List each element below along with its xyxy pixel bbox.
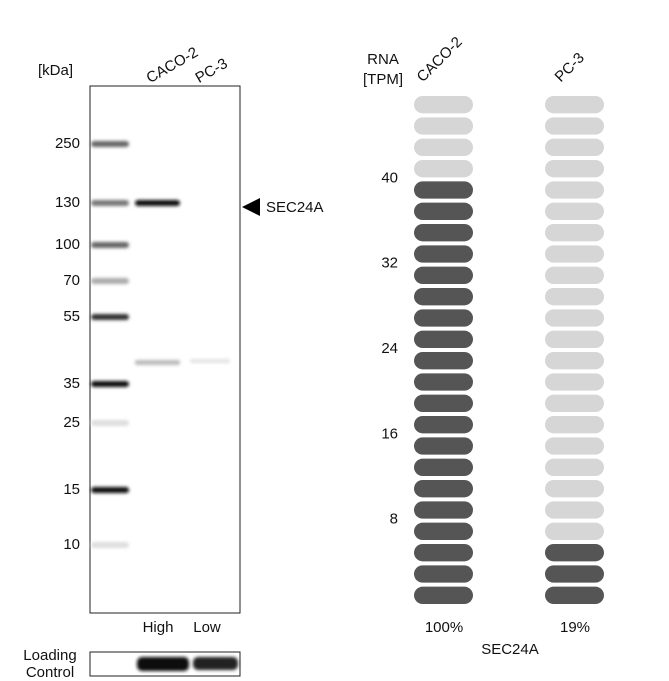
marker-label: 55 [63, 308, 80, 325]
axis-label: RNA [367, 51, 399, 68]
empty-pill [545, 138, 604, 156]
y-tick-label: 24 [381, 340, 398, 357]
empty-pill [545, 202, 604, 220]
percent-label: 100% [425, 619, 463, 636]
gene-label: SEC24A [481, 641, 539, 658]
loading-label: Control [26, 664, 74, 681]
tpm-pill [414, 394, 473, 412]
tpm-pill [414, 586, 473, 604]
empty-pill [545, 501, 604, 519]
tpm-pill [414, 437, 473, 455]
empty-pill [545, 437, 604, 455]
lane-label: CACO-2 [143, 44, 201, 87]
empty-pill [545, 181, 604, 199]
tpm-pill [414, 266, 473, 284]
ladder-band [91, 542, 129, 548]
empty-pill [545, 330, 604, 348]
tpm-pill [414, 352, 473, 370]
empty-pill [545, 352, 604, 370]
tpm-pill [414, 309, 473, 327]
marker-label: 130 [55, 194, 80, 211]
tpm-pill [545, 586, 604, 604]
ladder-band [91, 200, 129, 206]
tpm-pill [414, 544, 473, 562]
ladder-band [91, 242, 129, 248]
tpm-pill [414, 416, 473, 434]
empty-pill [414, 96, 473, 114]
rna-panel: RNA [TPM] CACO-2 PC-3 100% 19% SEC24A 8 1… [363, 34, 604, 658]
ladder-band [91, 141, 129, 147]
empty-pill [545, 416, 604, 434]
y-tick-label: 16 [381, 425, 398, 442]
band [190, 359, 230, 363]
ladder-band [91, 420, 129, 426]
target-label: SEC24A [266, 199, 324, 216]
empty-pill [545, 309, 604, 327]
unit-label: [kDa] [38, 62, 73, 79]
target-band [135, 200, 180, 206]
empty-pill [545, 224, 604, 242]
tpm-pill [414, 501, 473, 519]
tpm-pill [414, 330, 473, 348]
tpm-pill [545, 565, 604, 583]
empty-pill [545, 96, 604, 114]
empty-pill [414, 160, 473, 178]
empty-pill [545, 117, 604, 135]
empty-pill [545, 394, 604, 412]
empty-pill [545, 373, 604, 391]
marker-label: 15 [63, 481, 80, 498]
y-tick-label: 8 [390, 511, 398, 528]
empty-pill [545, 245, 604, 263]
blot-frame [89, 85, 241, 614]
loading-label: Loading [23, 647, 76, 664]
tpm-pill [414, 522, 473, 540]
marker-label: 100 [55, 236, 80, 253]
y-tick-label: 40 [381, 169, 398, 186]
tpm-pill [414, 565, 473, 583]
tpm-pill [414, 458, 473, 476]
expression-label: High [143, 619, 174, 636]
percent-label: 19% [560, 619, 590, 636]
tpm-pill [414, 288, 473, 306]
empty-pill [545, 266, 604, 284]
ladder-band [91, 278, 129, 284]
empty-pill [545, 160, 604, 178]
ladder-band [91, 314, 129, 320]
tpm-pill [414, 202, 473, 220]
empty-pill [545, 458, 604, 476]
marker-label: 35 [63, 375, 80, 392]
tpm-pill [545, 544, 604, 562]
tpm-pill [414, 245, 473, 263]
tpm-pill [414, 224, 473, 242]
empty-pill [545, 288, 604, 306]
tpm-pill [414, 181, 473, 199]
empty-pill [414, 117, 473, 135]
sample-label: PC-3 [552, 49, 588, 85]
empty-pill [414, 138, 473, 156]
loading-band [137, 657, 189, 671]
tpm-pill [414, 480, 473, 498]
empty-pill [545, 480, 604, 498]
ladder-band [91, 487, 129, 493]
western-blot: [kDa] CACO-2 PC-3 SEC24A High Low Loadin… [23, 44, 323, 681]
loading-band [193, 657, 238, 670]
y-tick-label: 32 [381, 255, 398, 272]
marker-label: 250 [55, 135, 80, 152]
empty-pill [545, 522, 604, 540]
arrow [242, 198, 260, 216]
ladder-band [91, 381, 129, 387]
expression-label: Low [193, 619, 221, 636]
band [135, 360, 180, 365]
marker-label: 25 [63, 414, 80, 431]
marker-label: 70 [63, 272, 80, 289]
axis-label: [TPM] [363, 71, 403, 88]
tpm-pill [414, 373, 473, 391]
sample-label: CACO-2 [414, 34, 466, 86]
marker-label: 10 [63, 536, 80, 553]
